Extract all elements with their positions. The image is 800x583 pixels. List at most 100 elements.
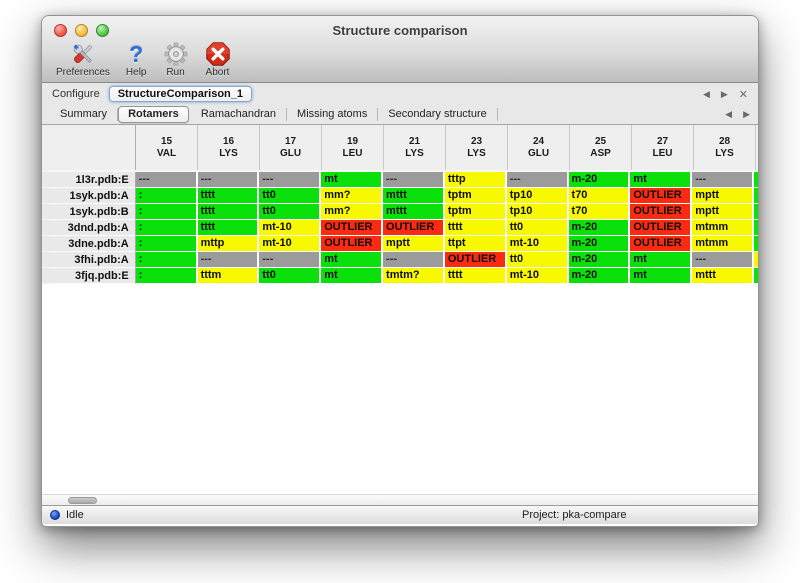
table-cell[interactable]: mtmm: [692, 220, 755, 236]
column-header-27[interactable]: 27 LEU: [632, 125, 694, 170]
minimize-window-button[interactable]: [75, 24, 88, 37]
column-header-23[interactable]: 23 LYS: [446, 125, 508, 170]
config-close-icon[interactable]: ✕: [738, 88, 748, 101]
table-cell[interactable]: OUTLIER: [630, 236, 693, 252]
table-cell[interactable]: mt-10: [259, 236, 322, 252]
table-cell[interactable]: tttt: [444, 268, 507, 284]
table-cell[interactable]: ttpt: [444, 236, 507, 252]
column-header-16[interactable]: 16 LYS: [198, 125, 260, 170]
table-cell[interactable]: :: [135, 188, 198, 204]
table-cell[interactable]: tttp: [444, 172, 507, 188]
table-cell[interactable]: tt0: [506, 220, 569, 236]
row-label[interactable]: 3fhi.pdb:A: [49, 252, 136, 268]
table-cell[interactable]: OUTLIER: [630, 188, 693, 204]
table-cell[interactable]: ---: [506, 172, 569, 188]
table-cell[interactable]: ---: [692, 252, 755, 268]
column-header-15[interactable]: 15 VAL: [136, 125, 198, 170]
zoom-window-button[interactable]: [96, 24, 109, 37]
table-cell[interactable]: tttm: [197, 268, 260, 284]
preferences-button[interactable]: Preferences: [56, 41, 110, 78]
row-label[interactable]: 3dnd.pdb:A: [49, 220, 136, 236]
table-cell[interactable]: OUTLIER: [630, 204, 693, 220]
tab-ramachandran[interactable]: Ramachandran: [191, 108, 288, 121]
horizontal-scrollbar-thumb[interactable]: [68, 497, 97, 504]
column-header-25[interactable]: 25 ASP: [570, 125, 632, 170]
configuration-selector[interactable]: StructureComparison_1: [108, 86, 253, 102]
close-window-button[interactable]: [54, 24, 67, 37]
table-cell[interactable]: :: [135, 252, 198, 268]
table-cell[interactable]: mttt: [383, 204, 445, 220]
table-cell[interactable]: ---: [383, 172, 445, 188]
table-cell[interactable]: tttt: [197, 204, 260, 220]
table-cell[interactable]: m-20: [568, 236, 631, 252]
row-label[interactable]: 3fjq.pdb:E: [49, 268, 136, 284]
table-cell[interactable]: m-20: [568, 220, 631, 236]
help-button[interactable]: ? Help: [126, 41, 147, 78]
table-cell[interactable]: OUTLIER: [383, 220, 445, 236]
table-cell[interactable]: tt0: [259, 268, 322, 284]
row-label[interactable]: 1syk.pdb:B: [49, 204, 136, 220]
table-cell[interactable]: tmtm?: [383, 268, 445, 284]
column-header-24[interactable]: 24 GLU: [508, 125, 570, 170]
table-cell[interactable]: mt-10: [259, 220, 322, 236]
table-cell[interactable]: m-20: [568, 268, 631, 284]
tab-missing-atoms[interactable]: Missing atoms: [287, 108, 379, 121]
tab-summary[interactable]: Summary: [50, 108, 119, 121]
table-cell[interactable]: m-20: [568, 252, 631, 268]
table-cell[interactable]: :: [135, 236, 198, 252]
table-cell[interactable]: mm?: [321, 204, 384, 220]
table-cell[interactable]: tptm: [444, 204, 507, 220]
row-label[interactable]: 1l3r.pdb:E: [49, 172, 136, 188]
row-label[interactable]: 1syk.pdb:A: [49, 188, 136, 204]
table-cell[interactable]: mt: [321, 172, 384, 188]
tabs-prev-icon[interactable]: ◀: [725, 109, 733, 119]
table-cell[interactable]: mtmm: [692, 236, 755, 252]
horizontal-scrollbar[interactable]: [42, 494, 758, 505]
tab-secondary-structure[interactable]: Secondary structure: [378, 108, 498, 121]
table-cell[interactable]: OUTLIER: [321, 220, 384, 236]
table-cell[interactable]: ---: [692, 172, 755, 188]
table-cell[interactable]: mt: [321, 268, 384, 284]
tabs-next-icon[interactable]: ▶: [743, 109, 750, 119]
table-cell[interactable]: mttp: [197, 236, 260, 252]
table-cell[interactable]: mptt: [692, 188, 755, 204]
table-cell[interactable]: :: [135, 204, 198, 220]
table-cell[interactable]: mt: [630, 172, 693, 188]
table-cell[interactable]: mptt: [383, 236, 445, 252]
tab-rotamers[interactable]: Rotamers: [118, 106, 189, 123]
table-cell[interactable]: OUTLIER: [321, 236, 384, 252]
column-header-28[interactable]: 28 LYS: [694, 125, 756, 170]
table-cell[interactable]: ---: [197, 252, 260, 268]
row-label[interactable]: 3dne.pdb:A: [49, 236, 136, 252]
table-cell[interactable]: t70: [568, 204, 631, 220]
table-cell[interactable]: tttt: [197, 220, 260, 236]
table-cell[interactable]: tt0: [259, 188, 322, 204]
table-cell[interactable]: ---: [135, 172, 198, 188]
table-cell[interactable]: OUTLIER: [444, 252, 507, 268]
column-header-19[interactable]: 19 LEU: [322, 125, 384, 170]
table-cell[interactable]: mt: [630, 268, 693, 284]
table-cell[interactable]: OUTLIER: [630, 220, 693, 236]
table-cell[interactable]: mptt: [692, 204, 755, 220]
table-cell[interactable]: t70: [568, 188, 631, 204]
table-cell[interactable]: m-20: [568, 172, 631, 188]
table-cell[interactable]: tttt: [444, 220, 507, 236]
abort-button[interactable]: Abort: [205, 41, 231, 78]
table-cell[interactable]: tt0: [259, 204, 322, 220]
table-cell[interactable]: mt: [630, 252, 693, 268]
table-cell[interactable]: mttt: [383, 188, 445, 204]
column-header-21[interactable]: 21 LYS: [384, 125, 446, 170]
table-cell[interactable]: ---: [259, 252, 322, 268]
table-cell[interactable]: ---: [197, 172, 260, 188]
table-cell[interactable]: mt-10: [506, 236, 569, 252]
table-cell[interactable]: :: [135, 220, 198, 236]
table-cell[interactable]: :: [135, 268, 198, 284]
table-cell[interactable]: tp10: [506, 188, 569, 204]
table-cell[interactable]: ---: [383, 252, 445, 268]
table-cell[interactable]: tttt: [197, 188, 260, 204]
table-cell[interactable]: ---: [259, 172, 322, 188]
table-cell[interactable]: mt-10: [506, 268, 569, 284]
table-cell[interactable]: tp10: [506, 204, 569, 220]
config-next-icon[interactable]: ▶: [720, 88, 728, 99]
table-cell[interactable]: tptm: [444, 188, 507, 204]
